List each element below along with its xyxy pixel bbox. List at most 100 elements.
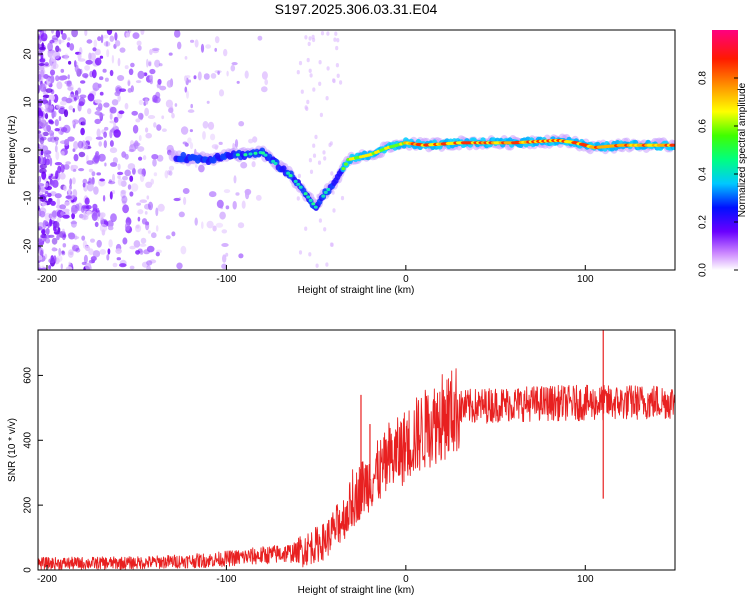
noise-speckle <box>67 37 71 41</box>
noise-speckle <box>51 55 55 62</box>
noise-speckle <box>50 200 56 206</box>
noise-speckle <box>44 158 51 166</box>
noise-speckle <box>218 141 223 145</box>
noise-speckle <box>88 248 94 255</box>
noise-speckle <box>312 87 316 92</box>
noise-speckle <box>205 44 212 49</box>
noise-speckle <box>39 83 46 92</box>
noise-speckle <box>202 121 209 129</box>
noise-speckle <box>44 62 49 67</box>
noise-speckle <box>110 213 117 223</box>
noise-speckle <box>155 251 160 257</box>
noise-speckle <box>121 200 127 206</box>
noise-speckle <box>94 57 102 66</box>
noise-speckle <box>190 39 195 43</box>
noise-speckle <box>236 80 240 84</box>
noise-speckle <box>86 160 94 166</box>
noise-speckle <box>248 138 254 144</box>
noise-speckle <box>132 124 139 134</box>
noise-speckle <box>62 214 70 219</box>
noise-speckle <box>304 105 308 110</box>
noise-speckle <box>99 55 104 59</box>
noise-speckle <box>38 185 41 193</box>
noise-speckle <box>233 175 237 184</box>
noise-speckle <box>115 248 122 255</box>
noise-speckle <box>48 94 55 102</box>
noise-speckle <box>194 39 199 48</box>
noise-speckle <box>214 145 218 150</box>
noise-speckle <box>63 109 69 118</box>
noise-speckle <box>68 232 76 240</box>
noise-speckle <box>336 73 340 79</box>
noise-speckle <box>190 103 193 109</box>
noise-speckle <box>48 99 52 106</box>
y-tick-label: 400 <box>23 431 34 448</box>
noise-speckle <box>219 211 226 220</box>
noise-speckle <box>45 88 53 93</box>
noise-speckle <box>232 200 237 210</box>
noise-speckle <box>109 35 115 42</box>
noise-speckle <box>322 150 326 155</box>
noise-speckle <box>44 113 49 120</box>
noise-speckle <box>106 254 110 261</box>
noise-speckle <box>68 188 71 195</box>
noise-speckle <box>218 89 225 97</box>
noise-speckle <box>174 30 181 38</box>
noise-speckle <box>130 183 139 192</box>
noise-speckle <box>109 69 114 77</box>
noise-speckle <box>335 45 339 51</box>
noise-speckle <box>106 49 110 58</box>
noise-speckle <box>328 142 332 148</box>
noise-speckle <box>319 112 323 118</box>
signal-peak <box>293 179 298 183</box>
noise-speckle <box>168 170 173 176</box>
noise-speckle <box>39 118 46 127</box>
noise-speckle <box>304 35 308 40</box>
noise-speckle <box>61 251 66 256</box>
noise-speckle <box>97 209 101 218</box>
snr-ticks: -200 -100 0 100 0 200 400 600 <box>23 367 594 585</box>
colorbar-label: Normalized spectral amplitude <box>737 82 748 217</box>
noise-speckle <box>91 69 97 79</box>
noise-speckle <box>64 139 70 146</box>
noise-speckle <box>317 160 322 165</box>
noise-speckle <box>62 228 65 234</box>
noise-speckle <box>312 37 316 43</box>
noise-speckle <box>98 141 102 147</box>
noise-speckle <box>55 30 61 38</box>
noise-speckle <box>44 212 52 221</box>
noise-speckle <box>326 66 330 71</box>
noise-speckle <box>325 262 329 267</box>
noise-speckle <box>56 217 61 223</box>
noise-speckle <box>90 238 95 243</box>
noise-speckle <box>109 191 113 200</box>
noise-speckle <box>91 171 96 177</box>
noise-speckle <box>43 220 49 226</box>
noise-speckle <box>55 104 61 109</box>
noise-speckle <box>145 127 149 133</box>
x-tick-label: -100 <box>216 574 236 585</box>
noise-speckle <box>82 73 89 78</box>
noise-speckle <box>210 133 216 141</box>
y-tick-label: 10 <box>23 96 34 108</box>
noise-speckle <box>330 242 334 247</box>
noise-speckle <box>39 58 46 63</box>
noise-speckle <box>60 127 68 133</box>
noise-speckle <box>241 200 246 209</box>
noise-speckle <box>112 173 115 183</box>
noise-speckle <box>101 229 106 236</box>
noise-speckle <box>94 221 99 228</box>
noise-speckle <box>165 235 171 240</box>
noise-speckle <box>137 216 141 222</box>
noise-speckle <box>51 247 57 252</box>
noise-speckle <box>53 226 57 231</box>
noise-speckle <box>57 165 62 174</box>
noise-speckle <box>117 75 125 81</box>
noise-speckle <box>148 201 153 211</box>
noise-speckle <box>145 132 152 139</box>
noise-speckle <box>314 134 318 140</box>
noise-speckle <box>47 42 53 52</box>
noise-speckle <box>51 210 57 218</box>
noise-speckle <box>318 218 322 223</box>
noise-speckle <box>54 145 58 153</box>
